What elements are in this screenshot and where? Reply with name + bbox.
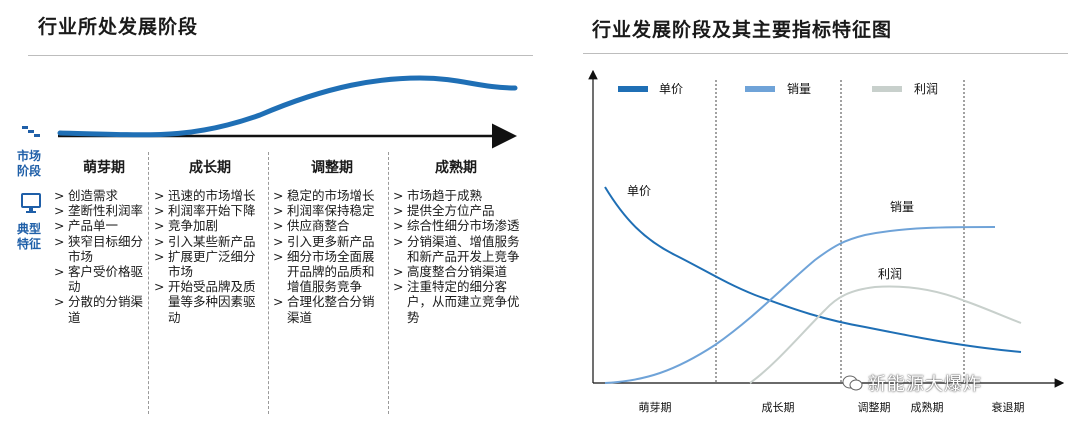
curve-label-price: 单价 [627, 184, 651, 198]
curve-label-volume: 销量 [890, 200, 914, 214]
feature-item: 注重特定的细分客户，从而建立竞争优势 [391, 279, 531, 325]
legend-swatch-profit [872, 86, 902, 92]
left-title: 行业所处发展阶段 [38, 16, 199, 38]
feature-item: 细分市场全面展开品牌的品质和增值服务竞争 [271, 249, 383, 295]
feature-item: 市场趋于成熟 [391, 188, 531, 203]
stage-name-1: 成长期 [189, 160, 231, 176]
steps-icon [22, 126, 40, 137]
phase-label-4: 衰退期 [992, 400, 1025, 414]
phase-label-3: 成熟期 [911, 400, 944, 414]
legend-label-volume: 销量 [787, 82, 811, 96]
feature-item: 利润率开始下降 [152, 203, 262, 218]
legend-swatch-price [618, 86, 648, 92]
monitor-icon [21, 193, 41, 213]
phase-label-0: 萌芽期 [639, 400, 672, 414]
market-stage-text: 市场 阶段 [16, 149, 41, 178]
feature-item: 竞争加剧 [152, 218, 262, 233]
right-title: 行业发展阶段及其主要指标特征图 [592, 19, 893, 41]
left-title-rule [28, 55, 533, 56]
feature-item: 稳定的市场增长 [271, 188, 383, 203]
feature-item: 分散的分销渠道 [52, 294, 144, 324]
feature-item: 垄断性利润率 [52, 203, 144, 218]
stage-divider-2 [268, 152, 269, 414]
volume-curve [604, 226, 996, 384]
phase-label-1: 成长期 [762, 401, 795, 414]
feature-item: 提供全方位产品 [391, 203, 531, 218]
stage-name-0: 萌芽期 [83, 160, 125, 176]
wechat-icon [842, 375, 863, 391]
feature-item: 高度整合分销渠道 [391, 264, 531, 279]
feature-item: 合理化整合分销渠道 [271, 294, 383, 324]
feature-item: 扩展更广泛细分市场 [152, 249, 262, 279]
phase-label-2: 调整期 [858, 400, 891, 414]
feature-item: 引入更多新产品 [271, 234, 383, 249]
indicator-chart: 单价 销量 利润 单价 销量 利润 萌芽期 成长期 调整期 成熟期 衰退期 [588, 69, 1065, 414]
typical-features-text: 典型 特征 [16, 222, 41, 251]
feature-item: 创造需求 [52, 188, 144, 203]
feature-item: 产品单一 [52, 218, 144, 233]
stage-features-1: 迅速的市场增长利润率开始下降竞争加剧引入某些新产品扩展更广泛细分市场开始受品牌及… [152, 188, 262, 325]
stage-name-2: 调整期 [311, 160, 353, 176]
feature-item: 开始受品牌及质量等多种因素驱动 [152, 279, 262, 325]
profit-curve [749, 285, 1022, 384]
feature-item: 综合性细分市场渗透 [391, 218, 531, 233]
price-curve [604, 186, 1022, 353]
legend-swatch-volume [745, 86, 775, 92]
stage-curve-graphic [57, 75, 518, 149]
feature-item: 引入某些新产品 [152, 234, 262, 249]
stage-divider-3 [388, 152, 389, 414]
feature-item: 分销渠道、增值服务和新产品开发上竞争 [391, 234, 531, 264]
stage-growth-curve [57, 75, 518, 138]
right-title-rule [583, 53, 1068, 54]
stage-divider-1 [148, 152, 149, 414]
typical-features-label: 典型 特征 [12, 222, 46, 252]
stage-features-0: 创造需求垄断性利润率产品单一狭窄目标细分市场客户受价格驱动分散的分销渠道 [52, 188, 144, 325]
feature-item: 狭窄目标细分市场 [52, 234, 144, 264]
legend-label-price: 单价 [659, 82, 683, 96]
stage-features-2: 稳定的市场增长利润率保持稳定供应商整合引入更多新产品细分市场全面展开品牌的品质和… [271, 188, 383, 325]
feature-item: 供应商整合 [271, 218, 383, 233]
feature-item: 客户受价格驱动 [52, 264, 144, 294]
curve-label-profit: 利润 [878, 267, 902, 281]
legend-label-profit: 利润 [914, 82, 938, 96]
stage-features-3: 市场趋于成熟提供全方位产品综合性细分市场渗透分销渠道、增值服务和新产品开发上竞争… [391, 188, 531, 325]
watermark-text: 新能源大爆炸 [868, 374, 982, 395]
stage-name-3: 成熟期 [435, 160, 477, 176]
market-stage-label: 市场 阶段 [12, 149, 46, 179]
feature-item: 迅速的市场增长 [152, 188, 262, 203]
feature-item: 利润率保持稳定 [271, 203, 383, 218]
